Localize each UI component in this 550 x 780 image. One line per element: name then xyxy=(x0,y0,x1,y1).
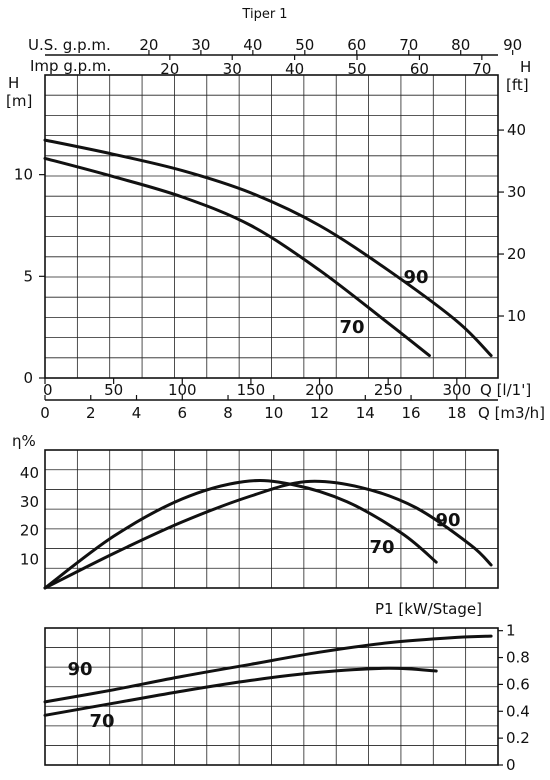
head-left-tick-label: 10 xyxy=(14,166,33,184)
head-right-tick-label: 10 xyxy=(507,307,526,325)
power-tick-label: 0.2 xyxy=(506,729,530,747)
curve-label-layer: 90 70 90 70 90 70 xyxy=(67,267,460,732)
power-panel-frame xyxy=(44,627,499,766)
head-right-tick-label: 40 xyxy=(507,121,526,139)
eff-tick-label: 40 xyxy=(20,464,39,482)
power-curve-label-90: 90 xyxy=(67,659,92,680)
power-curve-90 xyxy=(43,634,493,704)
us-gpm-tick-label: 70 xyxy=(399,36,418,54)
q-m3h-tick-label: 2 xyxy=(86,404,96,422)
imp-gpm-tick-label: 50 xyxy=(347,60,366,78)
efficiency-curve-90 xyxy=(43,479,493,590)
eff-tick-label: 20 xyxy=(20,522,39,540)
us-gpm-tick-label: 30 xyxy=(191,36,210,54)
head-panel-frame xyxy=(44,74,499,379)
q-m3h-tick-label: 18 xyxy=(447,404,466,422)
power-tick-label: 0.8 xyxy=(506,649,530,667)
imp-gpm-tick-label: 30 xyxy=(223,60,242,78)
power-curve-70 xyxy=(43,666,438,717)
q-m3h-tick-label: 4 xyxy=(132,404,142,422)
head-curve-70 xyxy=(43,156,431,358)
q-ls-tick-label: 50 xyxy=(104,381,123,399)
imp-gpm-tick-label: 20 xyxy=(160,60,179,78)
head-right-tick-label: 20 xyxy=(507,245,526,263)
head-curve-label-70: 70 xyxy=(339,317,364,338)
power-curve-label-70: 70 xyxy=(89,711,114,732)
head-left-axis-label: H xyxy=(8,74,19,92)
grid-layer xyxy=(45,75,498,765)
q-m3h-tick-label: 10 xyxy=(264,404,283,422)
q-m3h-tick-label: 14 xyxy=(356,404,375,422)
power-tick-label: 0 xyxy=(506,756,516,774)
eff-tick-label: 30 xyxy=(20,493,39,511)
head-right-axis-unit: [ft] xyxy=(506,76,529,94)
q-m3h-tick-label: 12 xyxy=(310,404,329,422)
eff-tick-label: 10 xyxy=(20,550,39,568)
chart-title: Tiper 1 xyxy=(241,7,287,22)
head-right-tick-label: 30 xyxy=(507,183,526,201)
power-axis-label: P1 [kW/Stage] xyxy=(375,600,482,618)
q-m3h-tick-label: 8 xyxy=(223,404,233,422)
q-ls-tick-label: 250 xyxy=(374,381,403,399)
imp-gpm-tick-label: 40 xyxy=(285,60,304,78)
imp-gpm-tick-label: 70 xyxy=(472,60,491,78)
q-m3h-tick-label: 16 xyxy=(402,404,421,422)
q-ls-tick-label: 200 xyxy=(305,381,334,399)
head-curve-label-90: 90 xyxy=(403,267,428,288)
us-gpm-tick-label: 80 xyxy=(451,36,470,54)
q-m3h-tick-label: 6 xyxy=(177,404,187,422)
efficiency-curve-70 xyxy=(43,479,438,590)
q-m3h-tick-label: 0 xyxy=(40,404,50,422)
us-gpm-tick-label: 50 xyxy=(295,36,314,54)
power-tick-label: 0.6 xyxy=(506,675,530,693)
imp-gpm-tick-label: 60 xyxy=(410,60,429,78)
us-gpm-tick-label: 40 xyxy=(243,36,262,54)
head-left-tick-label: 5 xyxy=(23,267,33,285)
us-gpm-tick-label: 60 xyxy=(347,36,366,54)
curve-layer xyxy=(43,138,493,717)
us-gpm-tick-label: 20 xyxy=(139,36,158,54)
q-ls-tick-label: 300 xyxy=(442,381,471,399)
q-ls-tick-label: 150 xyxy=(237,381,266,399)
head-left-axis-unit: [m] xyxy=(6,92,32,110)
panel-frames xyxy=(39,50,514,766)
eff-axis-label: η% xyxy=(12,432,36,450)
power-tick-label: 1 xyxy=(506,622,516,640)
power-tick-label: 0.4 xyxy=(506,702,530,720)
q-ls-axis-label: Q [l/1'] xyxy=(480,381,531,399)
head-curve-90 xyxy=(43,138,493,358)
efficiency-panel-frame xyxy=(44,449,499,589)
q-ls-tick-label: 0 xyxy=(43,381,53,399)
us-gpm-tick-label: 90 xyxy=(503,36,522,54)
q-m3h-axis-label: Q [m3/h] xyxy=(478,404,545,422)
imp-gpm-label: Imp g.p.m. xyxy=(30,57,111,75)
head-left-tick-label: 0 xyxy=(23,369,33,387)
us-gpm-label: U.S. g.p.m. xyxy=(28,36,111,54)
efficiency-curve-label-90: 90 xyxy=(435,510,460,531)
q-ls-tick-label: 100 xyxy=(168,381,197,399)
efficiency-curve-label-70: 70 xyxy=(369,537,394,558)
head-right-axis-label: H xyxy=(520,58,531,76)
